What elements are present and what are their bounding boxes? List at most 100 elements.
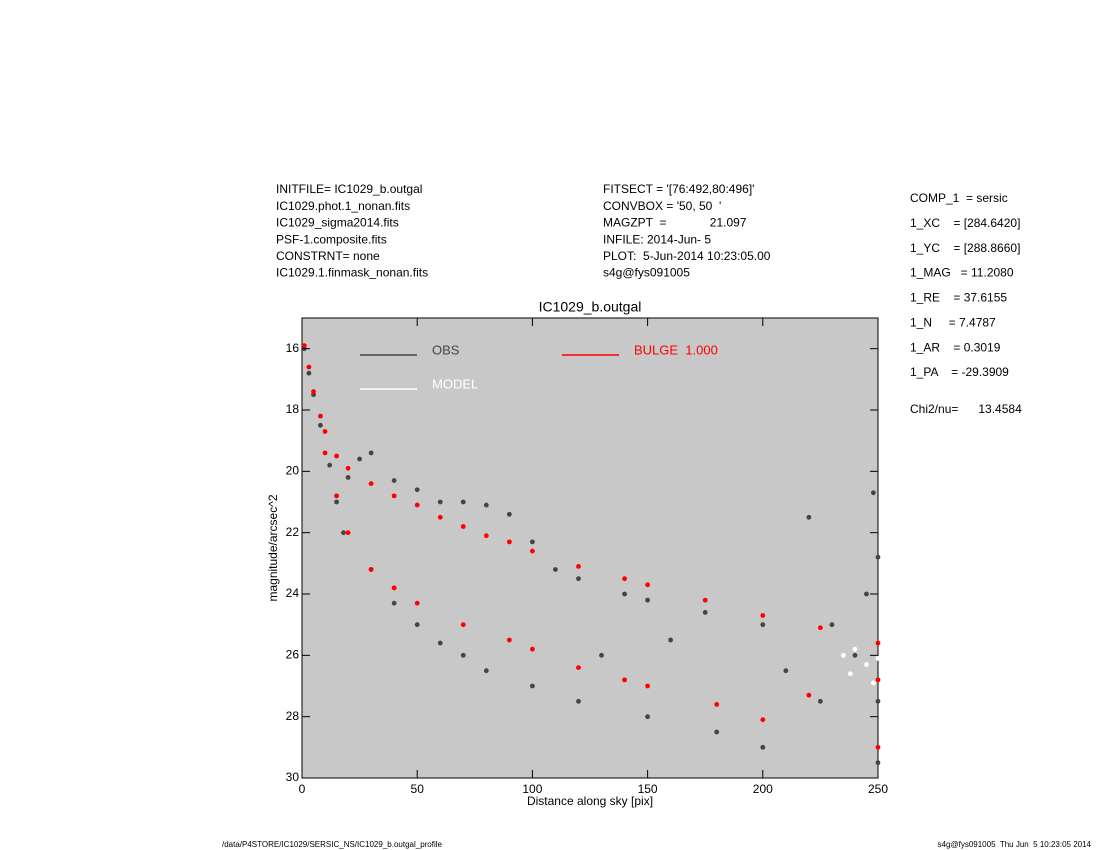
point bbox=[576, 576, 581, 582]
info-left: PSF-1.composite.fits bbox=[276, 232, 387, 246]
point bbox=[460, 524, 466, 529]
point bbox=[414, 622, 420, 628]
point bbox=[414, 600, 420, 606]
point bbox=[760, 613, 766, 618]
point bbox=[864, 662, 869, 667]
point bbox=[483, 668, 489, 674]
info-right: 1_RE = 37.6155 bbox=[910, 291, 1007, 305]
legend-label: OBS bbox=[432, 342, 460, 357]
info-right: 1_PA = -29.3909 bbox=[910, 365, 1009, 379]
y-tick-label: 30 bbox=[286, 770, 300, 784]
point bbox=[576, 698, 581, 704]
point bbox=[357, 456, 362, 462]
point bbox=[714, 702, 720, 707]
legend-label: MODEL bbox=[432, 376, 478, 391]
point bbox=[414, 502, 420, 508]
point bbox=[306, 364, 312, 370]
chart-title: IC1029_b.outgal bbox=[539, 299, 642, 315]
point bbox=[760, 622, 766, 628]
point bbox=[553, 567, 558, 572]
info-left: IC1029.1.finmask_nonan.fits bbox=[276, 266, 428, 280]
info-left: INITFILE= IC1029_b.outgal bbox=[276, 182, 422, 196]
point bbox=[576, 564, 581, 569]
point bbox=[875, 656, 881, 661]
x-tick-label: 250 bbox=[868, 782, 888, 796]
point bbox=[322, 450, 328, 456]
point bbox=[847, 671, 853, 677]
point bbox=[327, 462, 333, 468]
point bbox=[334, 493, 339, 499]
info-middle: INFILE: 2014-Jun- 5 bbox=[603, 232, 711, 246]
point bbox=[622, 677, 627, 683]
point bbox=[341, 530, 346, 536]
point bbox=[806, 692, 812, 698]
y-tick-label: 24 bbox=[286, 586, 300, 600]
x-axis-label: Distance along sky [pix] bbox=[527, 794, 653, 808]
info-left: CONSTRNT= none bbox=[276, 249, 380, 263]
point bbox=[437, 499, 443, 505]
y-tick-label: 20 bbox=[286, 464, 300, 478]
y-tick-label: 18 bbox=[286, 402, 300, 416]
point bbox=[483, 533, 489, 539]
plot-area bbox=[301, 317, 879, 779]
x-tick-label: 50 bbox=[411, 782, 425, 796]
point bbox=[622, 576, 627, 582]
point bbox=[668, 637, 674, 643]
point bbox=[460, 652, 466, 658]
info-middle: MAGZPT = 21.097 bbox=[603, 216, 747, 230]
point bbox=[437, 640, 443, 646]
point bbox=[576, 665, 581, 670]
info-middle: s4g@fys091005 bbox=[603, 266, 690, 280]
chi2: Chi2/nu= 13.4584 bbox=[910, 402, 1022, 416]
point bbox=[530, 539, 535, 545]
point bbox=[318, 422, 323, 428]
point bbox=[870, 490, 876, 496]
point bbox=[318, 413, 323, 419]
point bbox=[852, 646, 858, 652]
point bbox=[506, 539, 512, 545]
point bbox=[334, 453, 339, 459]
point bbox=[301, 343, 307, 348]
point bbox=[322, 429, 328, 434]
point bbox=[783, 668, 789, 674]
y-axis-label: magnitude/arcsec^2 bbox=[266, 494, 280, 601]
point bbox=[306, 370, 312, 376]
point bbox=[530, 548, 535, 554]
point bbox=[622, 591, 627, 597]
point bbox=[875, 698, 881, 704]
info-middle: CONVBOX = '50, 50 ' bbox=[603, 199, 721, 213]
x-tick-label: 150 bbox=[638, 782, 658, 796]
footer-left: /data/P4STORE/IC1029/SERSIC_NS/IC1029_b.… bbox=[222, 840, 443, 849]
point bbox=[334, 499, 339, 505]
info-left: IC1029_sigma2014.fits bbox=[276, 216, 399, 230]
point bbox=[818, 698, 823, 704]
point bbox=[391, 478, 397, 483]
point bbox=[852, 652, 858, 658]
point bbox=[864, 591, 869, 597]
info-right: 1_N = 7.4787 bbox=[910, 315, 996, 329]
point bbox=[345, 465, 351, 471]
x-tick-label: 100 bbox=[522, 782, 542, 796]
point bbox=[702, 597, 708, 603]
point bbox=[414, 487, 420, 493]
point bbox=[702, 610, 708, 615]
point bbox=[806, 514, 812, 520]
y-tick-label: 26 bbox=[286, 648, 300, 662]
point bbox=[368, 567, 374, 572]
info-middle: PLOT: 5-Jun-2014 10:23:05.00 bbox=[603, 249, 771, 263]
x-tick-label: 0 bbox=[299, 782, 306, 796]
point bbox=[875, 744, 881, 750]
point bbox=[645, 597, 650, 603]
point bbox=[875, 554, 881, 560]
info-left: IC1029.phot.1_nonan.fits bbox=[276, 199, 410, 213]
point bbox=[345, 475, 351, 480]
x-tick-label: 200 bbox=[753, 782, 773, 796]
point bbox=[460, 622, 466, 628]
point bbox=[599, 652, 604, 658]
footer-right: s4g@fys091005 Thu Jun 5 10:23:05 2014 bbox=[938, 840, 1092, 849]
point bbox=[391, 600, 397, 606]
info-right: 1_AR = 0.3019 bbox=[910, 340, 1001, 354]
info-middle: FITSECT = '[76:492,80:496]' bbox=[603, 182, 754, 196]
y-tick-label: 16 bbox=[286, 341, 300, 355]
point bbox=[345, 530, 351, 536]
